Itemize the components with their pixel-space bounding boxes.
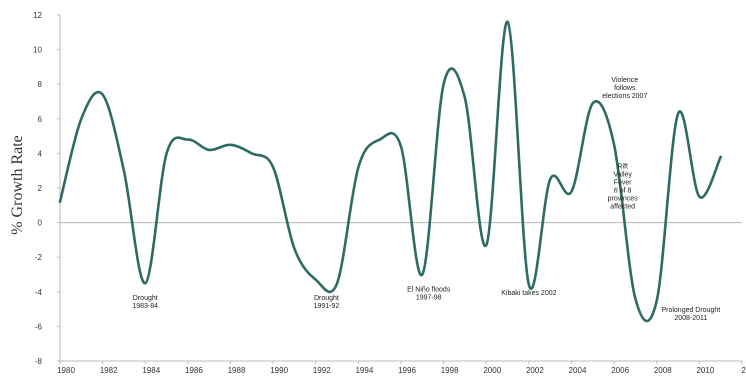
y-tick-label: 4: [38, 149, 43, 158]
x-tick-label: 201: [741, 366, 746, 375]
annotation-line: Rift: [617, 164, 628, 171]
annotation-line: Fever: [614, 180, 633, 187]
annotation-line: Valley: [613, 172, 632, 179]
x-tick-label: 1982: [100, 366, 118, 375]
annotation-line: El Niño floods: [407, 286, 451, 293]
y-tick-label: -8: [35, 357, 43, 366]
annotation-label: Rift Valley Fever 6 of 8 provinces affected: [608, 164, 638, 211]
annotation-line: 6 of 8: [614, 188, 632, 195]
annotation-label: Drought 1983-84: [132, 295, 158, 310]
annotation-line: affected: [610, 204, 635, 211]
annotation-line: Kibaki takes 2002: [501, 290, 556, 297]
annotation-line: Drought: [133, 295, 158, 302]
annotation-line: Prolonged Drought: [661, 307, 720, 314]
annotation-line: Drought: [314, 295, 339, 302]
y-tick-label: -4: [35, 288, 43, 297]
annotation-label: El Niño floods 1997-98: [407, 286, 451, 301]
y-tick-label: 8: [38, 80, 43, 89]
annotation-line: 2008-2011: [674, 315, 707, 322]
x-tick-label: 2002: [526, 366, 544, 375]
annotation-line: Violence: [611, 77, 638, 84]
annotation-label: Prolonged Drought 2008-2011: [661, 307, 720, 322]
x-tick-label: 1996: [398, 366, 416, 375]
x-tick-label: 1980: [57, 366, 75, 375]
annotation-line: 1991-92: [314, 303, 340, 310]
y-tick-label: 10: [33, 46, 42, 55]
y-axis-label: % Growth Rate: [9, 135, 26, 235]
x-tick-label: 2008: [654, 366, 672, 375]
y-axis-ticks: 12 10 8 6 4 2 0 -2 -4 -6 -8: [33, 11, 60, 366]
annotation-line: elections 2007: [602, 93, 647, 100]
x-tick-label: 1992: [313, 366, 331, 375]
annotation-line: 1997-98: [416, 294, 442, 301]
x-tick-label: 1998: [441, 366, 459, 375]
x-tick-label: 2010: [696, 366, 714, 375]
x-axis-ticks: 1980 1982 1984 1986 1988 1990 1992 1994 1996 1998…: [57, 361, 746, 375]
annotation-line: provinces: [608, 196, 638, 203]
annotation-label: Kibaki takes 2002: [501, 290, 556, 297]
x-tick-label: 1988: [228, 366, 246, 375]
x-tick-label: 1994: [355, 366, 373, 375]
x-tick-label: 1990: [270, 366, 288, 375]
annotation-line: follows: [614, 85, 636, 92]
x-tick-label: 1984: [142, 366, 160, 375]
x-tick-label: 2004: [569, 366, 587, 375]
annotation-line: 1983-84: [132, 303, 158, 310]
annotation-label: Violence follows elections 2007: [602, 77, 647, 100]
annotation-label: Drought 1991-92: [314, 295, 340, 310]
x-tick-label: 2006: [611, 366, 629, 375]
x-tick-label: 2000: [483, 366, 501, 375]
y-tick-label: 0: [38, 219, 43, 228]
x-tick-label: 1986: [185, 366, 203, 375]
y-tick-label: -2: [35, 253, 43, 262]
y-tick-label: 2: [38, 184, 43, 193]
y-tick-label: 12: [33, 11, 42, 20]
y-tick-label: 6: [38, 115, 43, 124]
y-tick-label: -6: [35, 322, 43, 331]
